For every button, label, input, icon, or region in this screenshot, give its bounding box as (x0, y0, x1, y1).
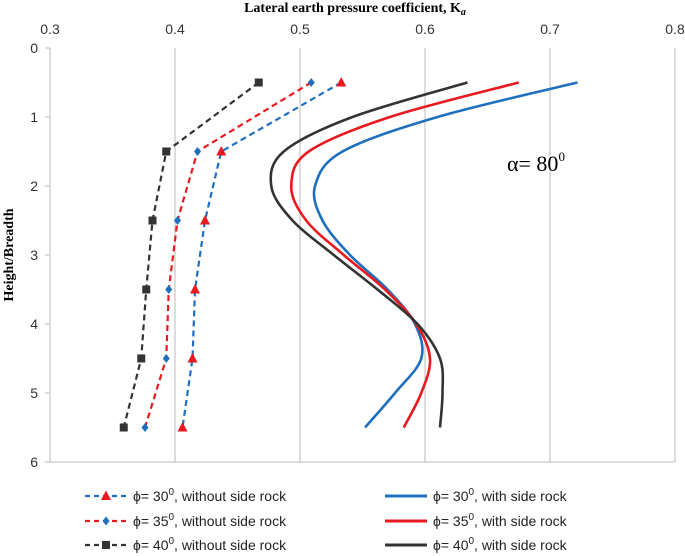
legend-label-name-0: ϕ= 30 (133, 488, 169, 504)
legend-label-5: ϕ= 400, with side rock (433, 536, 568, 553)
angle-annotation-superscript: 0 (558, 149, 565, 164)
x-tick-label-1: 0.4 (165, 21, 185, 37)
series-line-5 (269, 81, 468, 428)
x-axis-title-subscript: a (461, 7, 466, 18)
x-axis-title: Lateral earth pressure coefficient, Ka (244, 1, 466, 18)
y-tick-label-4: 4 (30, 316, 38, 332)
y-axis-title: Height/Breadth (2, 208, 17, 301)
legend-label-1: ϕ= 350, without side rock (133, 512, 287, 529)
data-point-1-5 (141, 423, 149, 432)
data-point-1-1 (194, 147, 201, 156)
legend-label-suffix-4: , with side rock (474, 513, 568, 529)
legend-label-suffix-3: , with side rock (474, 488, 568, 504)
data-point-2-4 (137, 354, 146, 363)
legend-label-0: ϕ= 300, without side rock (133, 487, 287, 504)
legend-label-name-3: ϕ= 30 (433, 488, 469, 504)
data-point-1-4 (162, 354, 170, 363)
y-tick-label-0: 0 (30, 40, 38, 56)
data-point-0-5 (177, 422, 188, 432)
y-tick-label-2: 2 (30, 178, 38, 194)
data-point-2-2 (148, 216, 157, 225)
data-point-0-0 (336, 77, 347, 87)
gridlines (45, 47, 676, 463)
series-line-2 (122, 81, 260, 428)
x-tick-label-2: 0.5 (290, 21, 310, 37)
x-tick-label-4: 0.7 (540, 21, 560, 37)
data-point-1-3 (165, 285, 173, 294)
legend-marker-1 (102, 516, 110, 526)
legend-marker-0 (101, 490, 111, 500)
series-line-1 (143, 81, 312, 428)
legend-item-2: ϕ= 400, without side rock (85, 536, 287, 553)
angle-annotation: α= 800 (507, 149, 565, 176)
y-axis-ticks: 0 1 2 3 4 5 6 (30, 40, 38, 470)
data-point-0-2 (200, 215, 210, 225)
x-tick-label-3: 0.6 (415, 21, 435, 37)
legend-label-name-5: ϕ= 40 (433, 537, 469, 553)
series-5 (269, 81, 468, 428)
data-point-0-1 (216, 146, 227, 156)
x-axis-ticks: 0.3 0.4 0.5 0.6 0.7 0.8 (40, 21, 685, 37)
x-tick-label-5: 0.8 (665, 21, 685, 37)
legend-label-name-2: ϕ= 40 (133, 537, 169, 553)
series-layer (119, 77, 578, 432)
data-point-2-1 (162, 147, 171, 156)
legend-label-3: ϕ= 300, with side rock (433, 487, 568, 504)
series-0 (177, 77, 347, 432)
data-point-2-3 (142, 285, 151, 294)
legend-item-5: ϕ= 400, with side rock (385, 536, 568, 553)
legend-label-suffix-1: , without side rock (174, 513, 287, 529)
y-tick-label-1: 1 (30, 109, 38, 125)
series-line-0 (181, 81, 342, 428)
data-point-1-0 (307, 78, 315, 87)
legend-label-sup-3: 0 (468, 487, 474, 498)
legend-label-suffix-0: , without side rock (174, 488, 287, 504)
data-point-0-4 (187, 353, 198, 363)
angle-annotation-text: α= 80 (507, 151, 558, 176)
data-point-1-2 (174, 216, 181, 225)
data-point-2-5 (119, 423, 128, 432)
legend-label-name-4: ϕ= 35 (433, 513, 469, 529)
legend-marker-2 (102, 541, 110, 549)
series-4 (289, 81, 520, 429)
legend-label-sup-2: 0 (168, 536, 174, 547)
legend-label-suffix-2: , without side rock (174, 537, 287, 553)
legend-item-0: ϕ= 300, without side rock (85, 487, 287, 504)
y-tick-label-6: 6 (30, 454, 38, 470)
legend-label-2: ϕ= 400, without side rock (133, 536, 287, 553)
series-line-4 (289, 81, 520, 429)
legend-label-sup-5: 0 (468, 536, 474, 547)
y-tick-label-5: 5 (30, 385, 38, 401)
legend-label-name-1: ϕ= 35 (133, 513, 169, 529)
series-3 (312, 81, 578, 429)
y-tick-label-3: 3 (30, 247, 38, 263)
x-axis-title-text: Lateral earth pressure coefficient, K (244, 1, 461, 16)
series-2 (119, 78, 263, 432)
data-point-0-3 (190, 284, 200, 294)
legend-item-4: ϕ= 350, with side rock (385, 512, 568, 529)
x-tick-label-0: 0.3 (40, 21, 60, 37)
series-line-3 (312, 81, 578, 429)
legend-label-suffix-5: , with side rock (474, 537, 568, 553)
data-point-2-0 (254, 78, 263, 87)
series-1 (141, 78, 315, 432)
legend-label-sup-0: 0 (168, 487, 174, 498)
legend-item-3: ϕ= 300, with side rock (385, 487, 568, 504)
legend-label-sup-4: 0 (468, 512, 474, 523)
legend-label-4: ϕ= 350, with side rock (433, 512, 568, 529)
legend-item-1: ϕ= 350, without side rock (85, 512, 287, 529)
legend-label-sup-1: 0 (168, 512, 174, 523)
